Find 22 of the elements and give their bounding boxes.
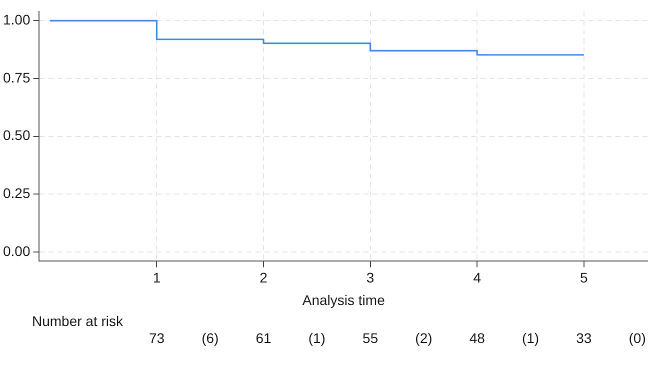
y-tick-label: 0.00 — [3, 242, 30, 259]
x-tick-label: 3 — [366, 269, 374, 286]
x-axis-title: Analysis time — [302, 292, 386, 308]
y-tick-label: 0.75 — [3, 69, 30, 86]
text: 33 — [576, 330, 592, 346]
text: 73 — [148, 330, 165, 346]
y-tick-label: 0.25 — [3, 184, 30, 201]
y-tick-label: 0.50 — [3, 127, 30, 144]
text: (6) — [202, 330, 219, 346]
text: (0) — [628, 330, 646, 346]
text: Number at risk — [32, 313, 124, 330]
x-tick-label: 2 — [260, 269, 268, 286]
x-tick-label: 1 — [152, 269, 161, 286]
x-tick-label: 4 — [473, 269, 482, 286]
y-tick-label: 1.00 — [3, 12, 30, 28]
text: (1) — [308, 330, 326, 346]
text: 61 — [256, 330, 272, 346]
text: 48 — [469, 330, 486, 346]
text: (2) — [415, 330, 432, 346]
text: (1) — [522, 330, 540, 346]
text: 55 — [362, 330, 378, 346]
x-tick-label: 5 — [580, 269, 588, 286]
